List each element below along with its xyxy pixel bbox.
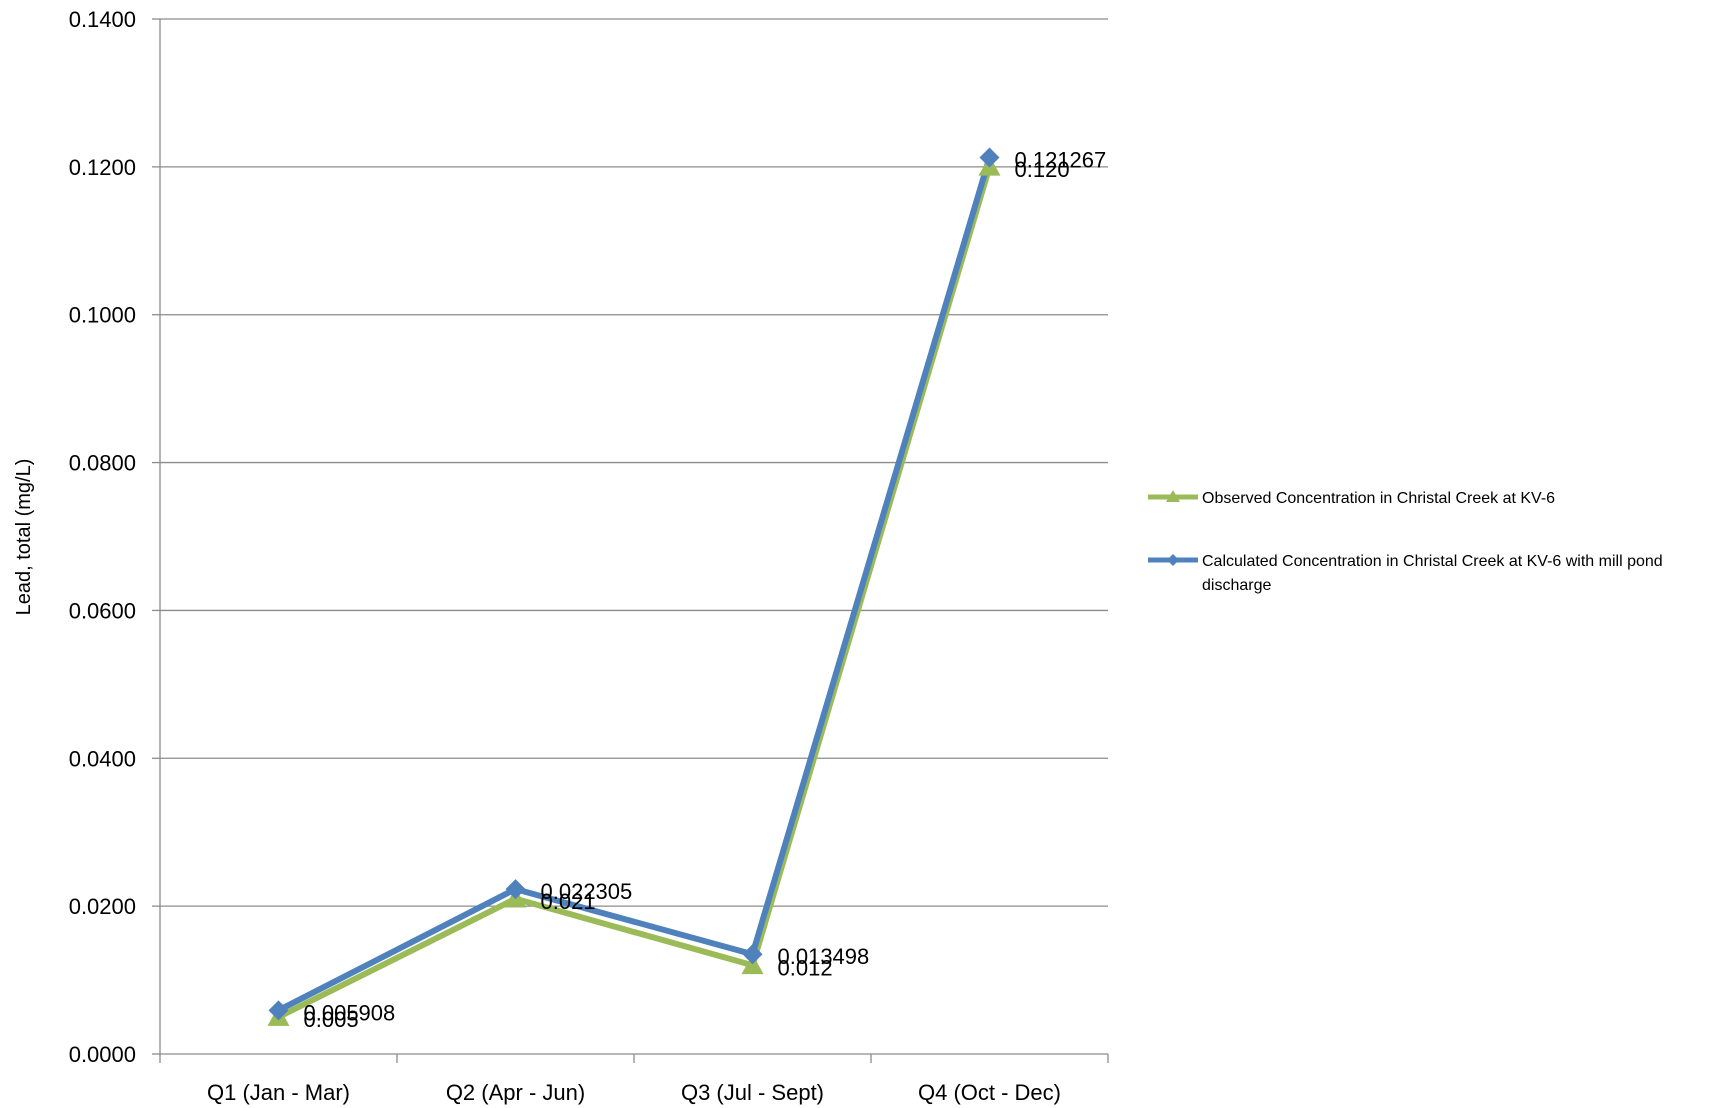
y-tick-labels: 0.0000 0.0200 0.0400 0.0600 0.0800 0.1000 0.12… [69, 7, 136, 1067]
x-tick-labels: Q1 (Jan - Mar) Q2 (Apr - Jun) Q3 (Jul - Se… [207, 1080, 1061, 1105]
legend-marker [1166, 490, 1180, 502]
series-lines [275, 154, 993, 1021]
data-label: 0.005908 [304, 1000, 396, 1025]
data-label: 0.012 [778, 955, 833, 980]
data-label: 0.121267 [1015, 147, 1107, 172]
data-label: 0.022305 [541, 879, 633, 904]
y-tick-label: 0.0000 [69, 1042, 136, 1067]
y-tick-label: 0.1200 [69, 155, 136, 180]
x-tick-label: Q4 (Oct - Dec) [918, 1080, 1061, 1105]
axes [152, 18, 1109, 1063]
series-markers [267, 147, 1001, 1026]
y-axis-title: Lead, total (mg/L) [13, 459, 35, 616]
y-tick-label: 0.1000 [69, 303, 136, 328]
series-line-2 [275, 154, 993, 1014]
x-tick-label: Q1 (Jan - Mar) [207, 1080, 350, 1105]
legend-item-2: Calculated Concentration in Christal Cre… [1148, 553, 1663, 594]
data-label: 0.013498 [778, 944, 870, 969]
data-point-marker [979, 147, 1000, 168]
series-line-1 [275, 163, 993, 1021]
data-point-marker [268, 1000, 289, 1021]
y-tick-label: 0.0400 [69, 746, 136, 771]
y-tick-label: 0.1400 [69, 7, 136, 32]
legend-label: Observed Concentration in Christal Creek… [1202, 490, 1555, 507]
data-point-marker [742, 944, 763, 965]
y-tick-label: 0.0600 [69, 598, 136, 623]
data-label: 0.120 [1015, 157, 1070, 182]
data-point-marker [505, 879, 526, 900]
y-tick-label: 0.0800 [69, 451, 136, 476]
legend-marker [1167, 554, 1179, 566]
legend-label: Calculated Concentration in Christal Cre… [1202, 553, 1663, 570]
gridlines [160, 18, 1108, 907]
data-label: 0.021 [541, 889, 596, 914]
data-label: 0.005 [304, 1007, 359, 1032]
x-tick-label: Q3 (Jul - Sept) [681, 1080, 824, 1105]
legend-item-1: Observed Concentration in Christal Creek… [1148, 490, 1555, 507]
legend-label: discharge [1202, 577, 1271, 594]
data-labels: 0.005 0.021 0.012 0.120 0.005908 0.022305 0.01… [304, 147, 1107, 1032]
y-tick-label: 0.0200 [69, 894, 136, 919]
legend: Observed Concentration in Christal Creek… [1148, 490, 1663, 594]
x-tick-label: Q2 (Apr - Jun) [446, 1080, 585, 1105]
